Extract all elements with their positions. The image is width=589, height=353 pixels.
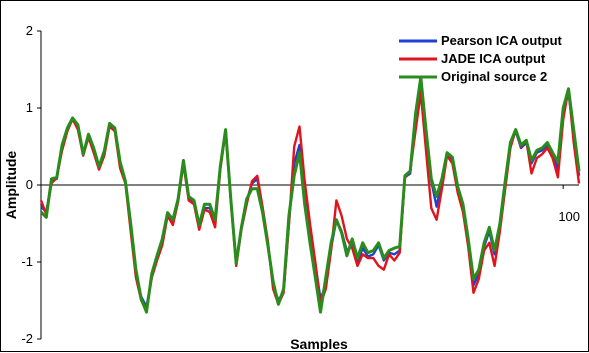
series-line-2 [39, 87, 581, 311]
y-tick-label: 1 [26, 100, 33, 115]
series-line-3 [39, 75, 581, 314]
legend-label: Original source 2 [441, 69, 547, 84]
series-lines [39, 75, 581, 314]
series-line-1 [40, 79, 581, 308]
y-tick-label: -1 [21, 254, 33, 269]
legend-label: Pearson ICA output [441, 33, 563, 48]
tick-labels: -2 -1 0 1 2 100 [21, 23, 580, 346]
x-tick-label: 100 [558, 209, 580, 224]
y-tick-label: -2 [21, 331, 33, 346]
legend-label: JADE ICA output [441, 51, 546, 66]
legend: Pearson ICA output JADE ICA output Origina… [399, 33, 563, 84]
y-tick-label: 2 [26, 23, 33, 38]
y-tick-label: 0 [26, 177, 33, 192]
x-axis-title: Samples [290, 336, 348, 352]
y-axis-title: Amplitude [3, 151, 19, 220]
